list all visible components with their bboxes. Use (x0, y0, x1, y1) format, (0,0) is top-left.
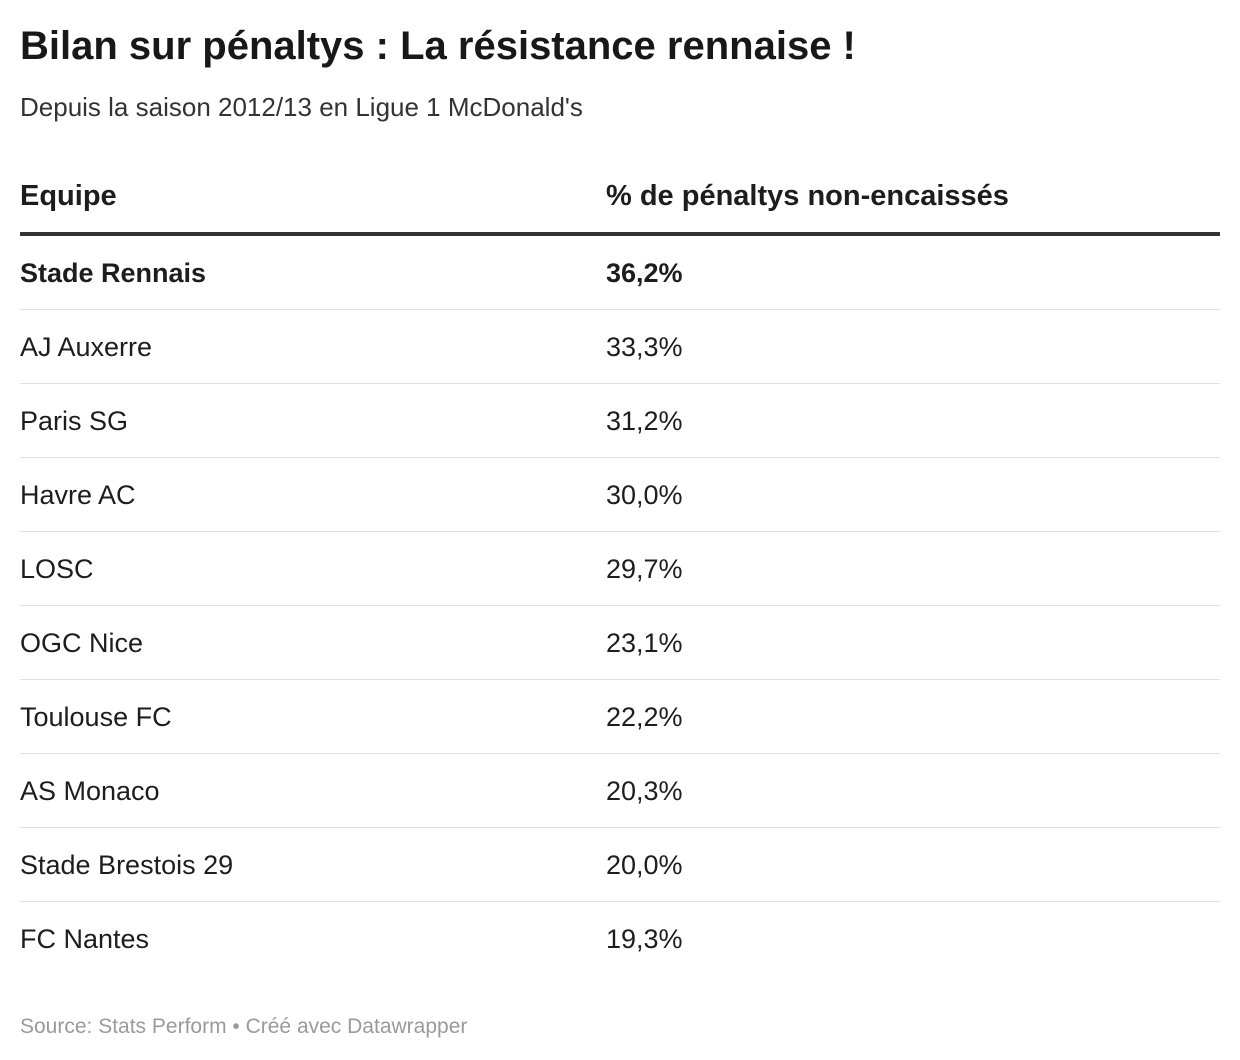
table-row: LOSC 29,7% (20, 532, 1220, 606)
percentage-cell: 20,0% (606, 850, 683, 880)
column-header-team[interactable]: Equipe (20, 180, 117, 212)
table-row: Stade Brestois 29 20,0% (20, 828, 1220, 902)
table-row: FC Nantes 19,3% (20, 902, 1220, 975)
table-row: Toulouse FC 22,2% (20, 680, 1220, 754)
table-header: Equipe % de pénaltys non-encaissés (20, 160, 1220, 236)
chart-title: Bilan sur pénaltys : La résistance renna… (20, 24, 856, 68)
team-name-cell: LOSC (20, 554, 94, 584)
percentage-cell: 36,2% (606, 258, 683, 288)
team-name-cell: AJ Auxerre (20, 332, 153, 362)
table-body: Stade Rennais 36,2% AJ Auxerre 33,3% Paris S… (20, 236, 1220, 975)
team-name-cell: AS Monaco (20, 776, 160, 806)
team-name-cell: FC Nantes (20, 924, 150, 954)
chart-subtitle: Depuis la saison 2012/13 en Ligue 1 McDo… (20, 92, 583, 122)
percentage-cell: 20,3% (606, 776, 683, 806)
percentage-cell: 19,3% (606, 924, 683, 954)
table-row: Stade Rennais 36,2% (20, 236, 1220, 310)
percentage-cell: 29,7% (606, 554, 683, 584)
percentage-cell: 22,2% (606, 702, 683, 732)
percentage-cell: 23,1% (606, 628, 683, 658)
team-name-cell: Toulouse FC (20, 702, 172, 732)
team-name-cell: Stade Rennais (20, 258, 207, 288)
team-name-cell: Havre AC (20, 480, 136, 510)
table-row: OGC Nice 23,1% (20, 606, 1220, 680)
table-row: Paris SG 31,2% (20, 384, 1220, 458)
percentage-cell: 33,3% (606, 332, 683, 362)
team-name-cell: Stade Brestois 29 (20, 850, 234, 880)
percentage-cell: 30,0% (606, 480, 683, 510)
table-row: AJ Auxerre 33,3% (20, 310, 1220, 384)
team-name-cell: OGC Nice (20, 628, 144, 658)
percentage-cell: 31,2% (606, 406, 683, 436)
column-header-percentage[interactable]: % de pénaltys non-encaissés (606, 180, 1009, 212)
team-name-cell: Paris SG (20, 406, 129, 436)
data-table: Equipe % de pénaltys non-encaissés Stade… (20, 160, 1220, 975)
table-row: AS Monaco 20,3% (20, 754, 1220, 828)
source-note: Source: Stats Perform • Créé avec Datawr… (20, 1015, 468, 1038)
table-row: Havre AC 30,0% (20, 458, 1220, 532)
